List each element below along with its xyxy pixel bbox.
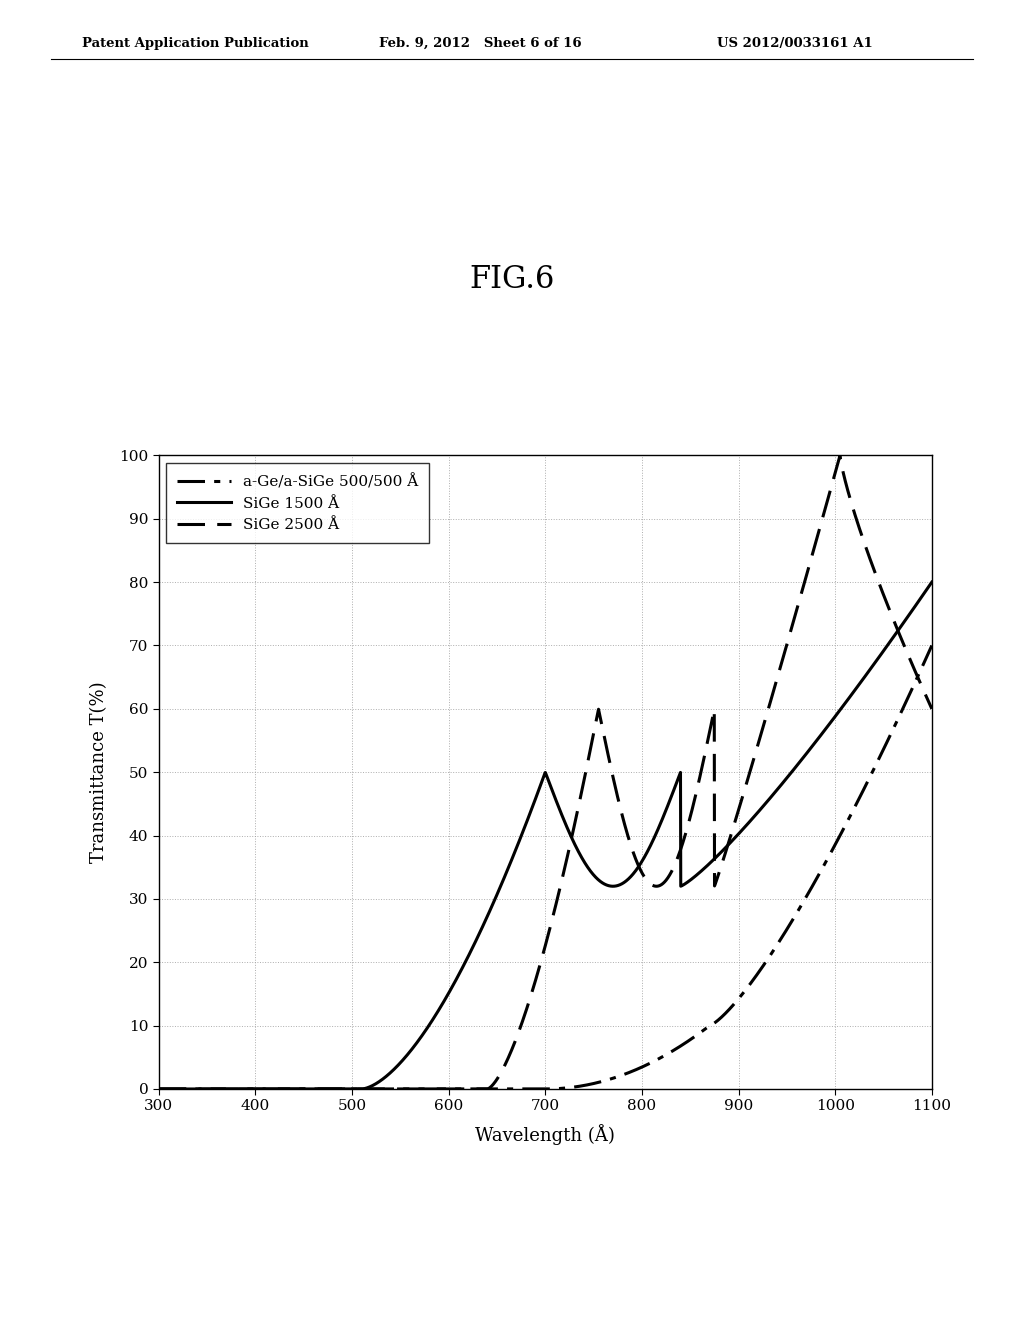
Text: FIG.6: FIG.6 bbox=[469, 264, 555, 294]
Text: Feb. 9, 2012   Sheet 6 of 16: Feb. 9, 2012 Sheet 6 of 16 bbox=[379, 37, 582, 50]
X-axis label: Wavelength (Å): Wavelength (Å) bbox=[475, 1125, 615, 1146]
Legend: a-Ge/a-SiGe 500/500 Å, SiGe 1500 Å, SiGe 2500 Å: a-Ge/a-SiGe 500/500 Å, SiGe 1500 Å, SiGe… bbox=[166, 463, 429, 543]
Y-axis label: Transmittance T(%): Transmittance T(%) bbox=[90, 681, 108, 863]
Text: US 2012/0033161 A1: US 2012/0033161 A1 bbox=[717, 37, 872, 50]
Text: Patent Application Publication: Patent Application Publication bbox=[82, 37, 308, 50]
